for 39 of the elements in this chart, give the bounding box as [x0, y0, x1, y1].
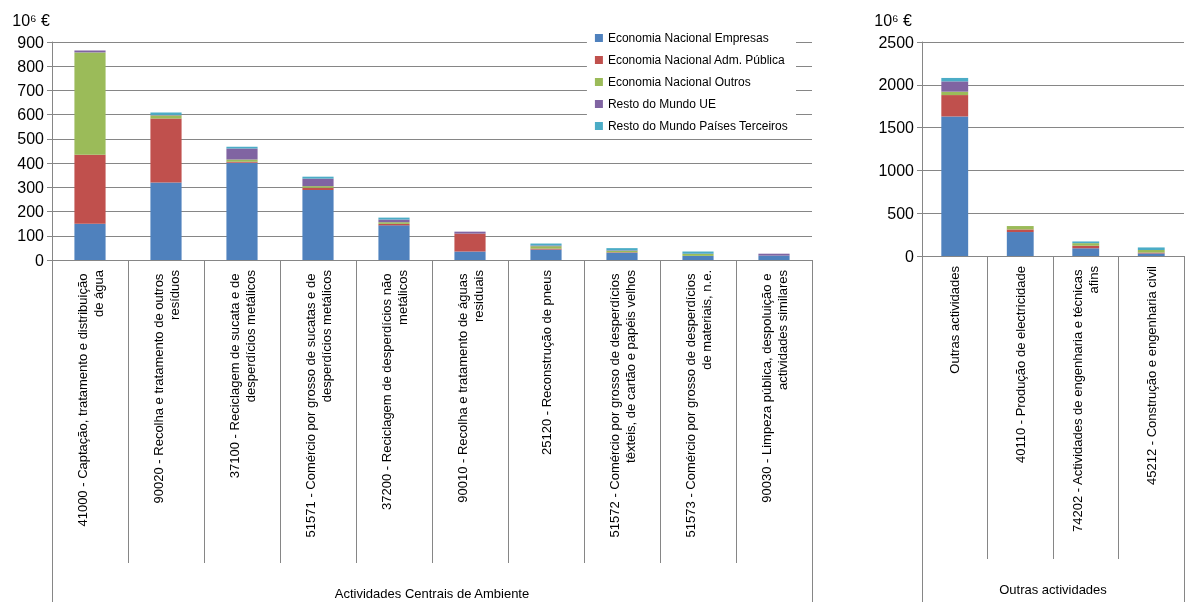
y-tick-label: 200 [17, 203, 45, 221]
y-tick-label: 400 [17, 154, 45, 172]
x-tick-label: 90010 - Recolha e tratamento de águas residuais [454, 269, 486, 503]
y-tick-label: 500 [17, 130, 45, 148]
y-tick-label: 800 [17, 57, 45, 75]
legend-label: Economia Nacional Outros [607, 75, 751, 89]
x-tick-label: 45212 - Construção e engenharia civil [1143, 265, 1159, 485]
x-tick-label: 74202 - Actividades de engenharia e técnicas afins [1070, 265, 1102, 532]
y-tick-label: 2500 [878, 33, 915, 51]
y-tick-label: 700 [17, 81, 45, 99]
x-tick-label: 37100 - Reciclagem de sucata e de desperdícios metálicos [226, 269, 258, 479]
y-tick-label: 1000 [878, 161, 915, 179]
y-tick-label: 0 [905, 247, 915, 265]
y-tick-label: 1500 [878, 119, 915, 137]
x-tick-label: 90030 - Limpeza pública, despoluição e actividades similares [758, 269, 790, 503]
legend-label: Economia Nacional Empresas [607, 31, 769, 45]
y-tick-label: 2000 [878, 76, 915, 94]
legend-label: Economia Nacional Adm. Pública [607, 53, 785, 67]
y-tick-label: 500 [887, 204, 915, 222]
x-tick-label: 51573 - Comércio por grosso de desperdícios de materiais, n.e. [682, 270, 714, 538]
y-tick-label: 600 [17, 106, 45, 124]
x-axis-title: Actividades Centrais de Ambiente [334, 586, 530, 601]
y-tick-label: 0 [35, 251, 45, 269]
x-tick-label: 51571 - Comércio por grosso de sucatas e de desperdícios metálicos [302, 269, 334, 538]
legend-label: Resto do Mundo UE [607, 97, 716, 111]
y-tick-label: 900 [17, 33, 45, 51]
x-tick-label: 25120 - Reconstrução de pneus [538, 269, 554, 456]
x-tick-label: 37200 - Reciclagem de desperdícios não metálicos [378, 269, 410, 510]
x-axis-title: Outras actividades [999, 582, 1108, 597]
y-tick-label: 100 [17, 227, 45, 245]
x-tick-label: 40110 - Produção de electricidade [1012, 266, 1028, 464]
x-tick-label: 41000 - Captação, tratamento e distribuição de água [74, 269, 106, 527]
x-tick-label: Outras actividades [947, 265, 963, 374]
y-axis-title: 10⁶ € [874, 11, 913, 29]
y-axis-title: 10⁶ € [12, 11, 51, 29]
x-tick-label: 90020 - Recolha e tratamento de outros resíduos [150, 269, 182, 504]
y-tick-label: 300 [17, 178, 45, 196]
x-tick-label: 51572 - Comércio por grosso de desperdícios têxteis, de cartão e papéis velhos [606, 269, 638, 538]
legend-label: Resto do Mundo Países Terceiros [607, 119, 788, 133]
